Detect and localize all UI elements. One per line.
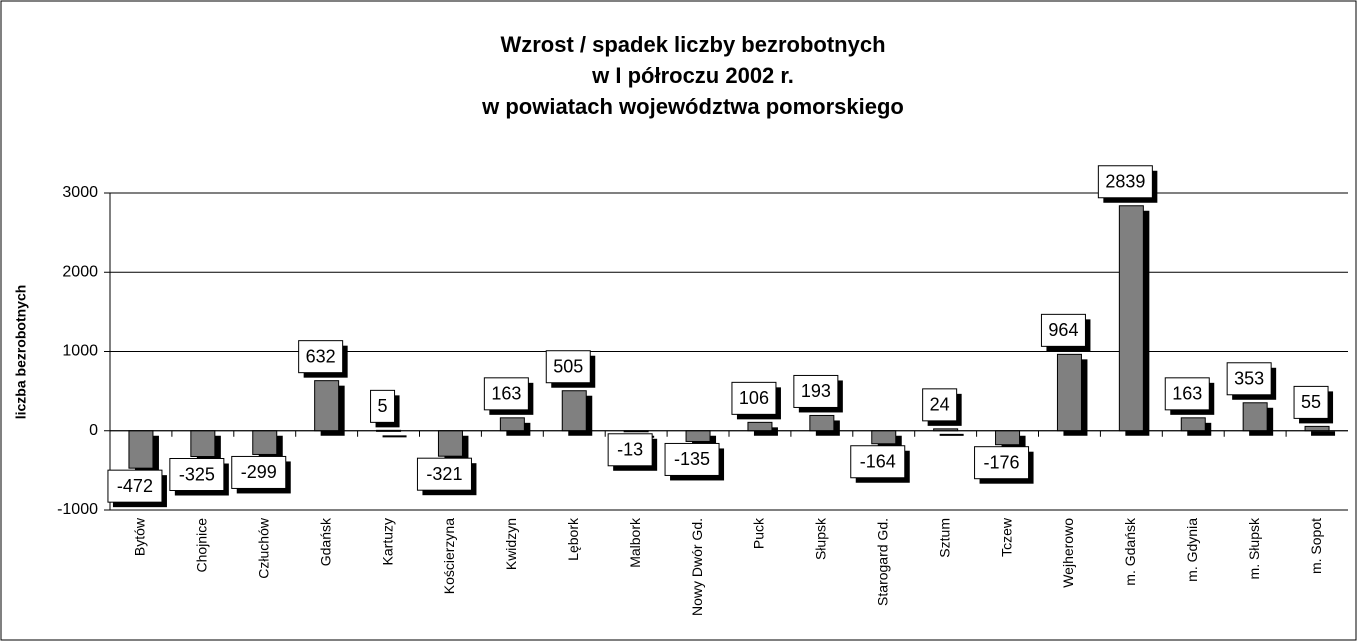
data-label: 193 [801,381,831,401]
x-tick-label: Tczew [998,517,1014,557]
data-label: -299 [241,462,277,482]
bar [809,414,835,432]
chart-title: w powiatach województwa pomorskiego [481,94,904,119]
label-box [1097,165,1153,199]
bar [314,380,340,432]
bar [561,390,587,432]
x-tick-label: Człuchów [255,517,271,579]
bar-shadow [939,433,964,436]
bar [1180,417,1206,432]
x-tick-label: Puck [751,517,767,549]
data-label: -135 [674,449,710,469]
bar-shadow [382,435,407,438]
label-box [793,374,839,408]
data-label: 106 [739,388,769,408]
data-label: 24 [930,395,950,415]
y-tick-label: 3000 [62,184,98,201]
y-tick-label: 1000 [62,343,98,360]
x-tick-label: Sztum [936,518,952,558]
label-box [1226,362,1272,396]
y-tick-label: 2000 [62,263,98,280]
label-box [664,442,720,476]
x-tick-label: Gdańsk [317,517,333,566]
data-label: -13 [617,440,643,460]
x-tick-label: Kwidzyn [503,518,519,570]
data-label: -176 [984,452,1020,472]
bar [437,430,463,457]
label-box [1164,377,1210,411]
chart-title: Wzrost / spadek liczby bezrobotnych [500,32,885,57]
bar-shadow [753,427,778,436]
x-tick-label: Słupsk [813,517,829,560]
bar [685,430,711,442]
x-tick-label: Starogard Gd. [874,518,890,606]
bar [1304,425,1330,432]
bar [995,430,1021,446]
data-label: 353 [1234,369,1264,389]
data-label: 163 [1172,384,1202,404]
data-label: 163 [491,384,521,404]
data-label: -325 [179,464,215,484]
bar [1056,353,1082,432]
data-label: 5 [378,396,388,416]
bar [190,430,216,458]
x-tick-label: m. Słupsk [1246,517,1262,579]
bar [871,430,897,445]
data-label: -164 [860,451,896,471]
label-box [1293,385,1329,419]
bar [252,430,278,455]
label-box [850,445,906,479]
label-box [416,457,472,491]
label-box [1040,313,1086,347]
label-box [370,389,396,423]
label-box [107,469,163,503]
data-label: 632 [306,346,336,366]
data-label: 964 [1048,320,1078,340]
x-tick-label: Bytów [132,517,148,556]
x-tick-label: m. Sopot [1308,518,1324,574]
label-box [545,350,591,384]
x-tick-label: Kartuzy [379,518,395,565]
y-tick-label: -1000 [57,501,98,518]
bar [499,417,525,432]
data-label: -321 [426,464,462,484]
data-label: -472 [117,476,153,496]
bar [1118,205,1144,432]
label-box [298,340,344,374]
x-tick-label: Lębork [565,517,581,561]
x-tick-label: Malbork [627,517,643,568]
y-axis-label: liczba bezrobotnych [13,285,29,420]
x-tick-label: Chojnice [194,518,210,573]
chart-title: w I półroczu 2002 r. [591,63,794,88]
label-box [483,377,529,411]
x-tick-label: Kościerzyna [441,518,457,594]
x-tick-label: m. Gdynia [1184,518,1200,582]
x-tick-label: m. Gdańsk [1122,517,1138,586]
label-box [731,381,777,415]
bar [1242,402,1268,432]
bar [128,430,154,469]
bar-shadow [1311,431,1336,436]
data-label: 55 [1301,392,1321,412]
data-label: 505 [553,356,583,376]
label-box [231,455,287,489]
label-box [922,388,958,422]
bar [747,421,773,432]
label-box [607,433,653,467]
x-tick-label: Nowy Dwór Gd. [689,518,705,616]
x-tick-label: Wejherowo [1060,518,1076,588]
data-label: 2839 [1105,172,1145,192]
label-box [169,458,225,492]
label-box [974,446,1030,480]
y-tick-label: 0 [89,422,98,439]
